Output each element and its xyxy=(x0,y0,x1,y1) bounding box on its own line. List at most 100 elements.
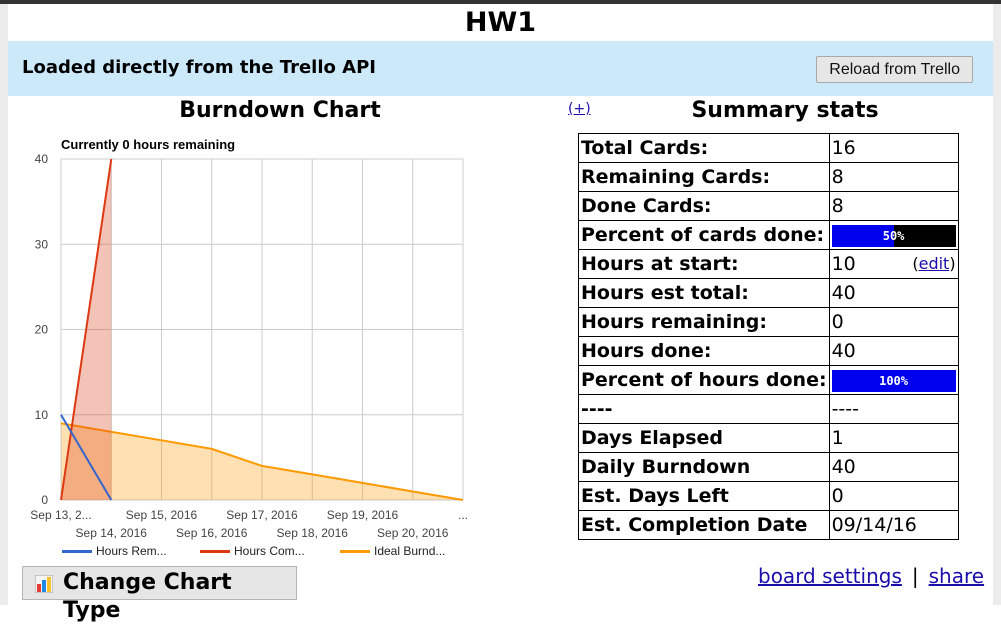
progress-bar: 100% xyxy=(831,370,956,392)
y-tick-label: 30 xyxy=(35,237,49,251)
stats-row: Days Elapsed 1 xyxy=(578,423,959,453)
stat-value-cell: 16 xyxy=(828,133,959,163)
stat-value-cell: 09/14/16 xyxy=(828,510,959,540)
stat-value: 10 xyxy=(831,253,856,275)
series-line xyxy=(60,422,464,501)
banner-text: Loaded directly from the Trello API xyxy=(22,57,376,78)
stat-value: 16 xyxy=(831,137,856,159)
x-tick-label: Sep 18, 2016 xyxy=(277,526,349,540)
burndown-chart: Currently 0 hours remaining 0 10 20 30 40 Sep … xyxy=(30,137,468,558)
stat-value-cell: 40 xyxy=(828,336,959,366)
page-title: HW1 xyxy=(464,7,537,38)
y-tick-label: 0 xyxy=(41,493,48,507)
share-link[interactable]: share xyxy=(928,564,985,588)
legend-label: Hours Rem... xyxy=(96,544,167,558)
stat-label: Hours est total: xyxy=(578,278,830,308)
stats-row: Total Cards: 16 xyxy=(578,133,959,163)
stat-label: Remaining Cards: xyxy=(578,162,830,192)
stat-value: 09/14/16 xyxy=(831,514,917,536)
series-line xyxy=(60,158,113,501)
stats-row: ---- ---- xyxy=(578,394,959,424)
burndown-title: Burndown Chart xyxy=(179,98,381,123)
progress-bar: 50% xyxy=(831,225,956,247)
y-tick-label: 20 xyxy=(35,323,49,337)
link-separator: | xyxy=(911,564,919,588)
stat-value: 0 xyxy=(831,311,844,333)
x-tick-label: Sep 13, 2... xyxy=(30,508,91,522)
reload-button[interactable]: Reload from Trello xyxy=(816,56,973,83)
change-chart-type-label: Change Chart Type xyxy=(63,570,232,623)
chart-title: Currently 0 hours remaining xyxy=(61,137,235,152)
series-area xyxy=(61,423,463,500)
series-line xyxy=(60,414,113,501)
stat-label: Est. Days Left xyxy=(578,481,830,511)
stats-row: Hours est total: 40 xyxy=(578,278,959,308)
legend-swatch xyxy=(200,550,230,553)
stat-value: 1 xyxy=(831,427,844,449)
stat-value: 40 xyxy=(831,456,856,478)
stats-row: Est. Completion Date 09/14/16 xyxy=(578,510,959,540)
edit-hours-link[interactable]: edit xyxy=(918,254,950,273)
stat-value-cell: 10 (edit) xyxy=(828,249,959,279)
summary-stats-table: Total Cards: 16 Remaining Cards: 8 Done Card… xyxy=(578,133,959,540)
stat-value: 8 xyxy=(831,195,844,217)
stat-label: Est. Completion Date xyxy=(578,510,830,540)
stat-value: 40 xyxy=(831,282,856,304)
x-tick-label: Sep 20, 2016 xyxy=(377,526,449,540)
stat-label: Percent of hours done: xyxy=(578,365,830,395)
stat-label: Done Cards: xyxy=(578,191,830,221)
stat-value: 40 xyxy=(831,340,856,362)
right-margin xyxy=(993,4,1001,605)
stat-value-cell: 0 xyxy=(828,307,959,337)
stat-label: Daily Burndown xyxy=(578,452,830,482)
progress-bar-label: 50% xyxy=(882,229,905,243)
stats-row: Daily Burndown 40 xyxy=(578,452,959,482)
stat-progress-cell: 100% xyxy=(828,365,959,395)
stat-label: ---- xyxy=(578,394,830,424)
stat-value-cell: 40 xyxy=(828,278,959,308)
progress-bar-fill xyxy=(831,370,956,392)
legend-swatch xyxy=(340,550,370,553)
stats-row: Remaining Cards: 8 xyxy=(578,162,959,192)
stat-label: Hours remaining: xyxy=(578,307,830,337)
stats-row: Percent of hours done: 100% xyxy=(578,365,959,395)
stat-value-cell: 8 xyxy=(828,162,959,192)
x-tick-label: Sep 14, 2016 xyxy=(76,526,148,540)
stat-value-cell: 0 xyxy=(828,481,959,511)
top-bar xyxy=(0,0,1001,4)
chart-icon xyxy=(35,575,53,593)
summary-title: Summary stats xyxy=(691,98,879,123)
stat-label: Hours done: xyxy=(578,336,830,366)
board-settings-link[interactable]: board settings xyxy=(758,564,902,588)
stat-value: 0 xyxy=(831,485,844,507)
progress-bar-fill xyxy=(831,225,894,247)
stats-row: Hours at start: 10 (edit) xyxy=(578,249,959,279)
stat-label: Total Cards: xyxy=(578,133,830,163)
status-banner: Loaded directly from the Trello API Relo… xyxy=(8,41,993,96)
legend-label: Ideal Burnd... xyxy=(374,544,445,558)
stats-row: Est. Days Left 0 xyxy=(578,481,959,511)
change-chart-type-button[interactable]: Change Chart Type xyxy=(22,566,297,623)
stat-label: Percent of cards done: xyxy=(578,220,830,250)
stat-value: 8 xyxy=(831,166,844,188)
stat-label: Hours at start: xyxy=(578,249,830,279)
stats-row: Done Cards: 8 xyxy=(578,191,959,221)
stat-value-cell: ---- xyxy=(828,394,959,424)
footer-links: board settings | share xyxy=(758,564,984,588)
stats-row: Hours remaining: 0 xyxy=(578,307,959,337)
left-margin xyxy=(0,4,8,605)
x-tick-label: Sep 17, 2016 xyxy=(226,508,298,522)
stat-value-cell: 1 xyxy=(828,423,959,453)
x-tick-label: Sep 19, 2016 xyxy=(327,508,399,522)
stat-label: Days Elapsed xyxy=(578,423,830,453)
stat-value-cell: 40 xyxy=(828,452,959,482)
x-tick-label: ... xyxy=(458,508,468,522)
progress-bar-label: 100% xyxy=(879,374,909,388)
x-tick-label: Sep 16, 2016 xyxy=(176,526,248,540)
stats-row: Percent of cards done: 50% xyxy=(578,220,959,250)
stat-progress-cell: 50% xyxy=(828,220,959,250)
legend-swatch xyxy=(62,550,92,553)
stat-value: ---- xyxy=(831,398,859,420)
add-chart-link[interactable]: (+) xyxy=(568,101,591,117)
legend-label: Hours Com... xyxy=(234,544,305,558)
